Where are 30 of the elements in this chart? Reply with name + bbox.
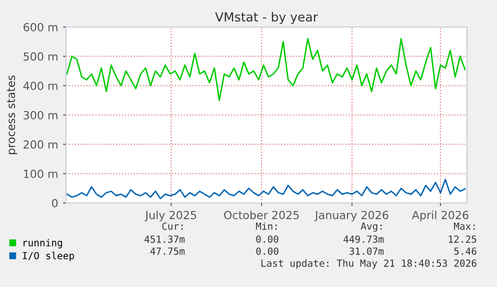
y-tick-label: 100 m (24, 170, 58, 178)
text: 451.37m (144, 235, 185, 243)
chart-title: VMstat - by year (215, 12, 318, 24)
text: Cur: (162, 222, 183, 230)
text: 5.46 (454, 247, 476, 255)
y-axis-title: process states (7, 75, 18, 154)
x-tick-label: July 2025 (144, 210, 196, 222)
y-tick-label: 300 m (24, 110, 58, 120)
text: 47.75m (150, 248, 185, 255)
text: 12.25 (448, 235, 476, 243)
x-tick-label: January 2026 (314, 210, 388, 222)
line-series (66, 178, 466, 200)
text: 449.73m (344, 235, 384, 243)
text: Min: (256, 222, 277, 230)
legend-label: I/O sleep (22, 252, 74, 262)
line-series (66, 38, 466, 102)
y-tick-label: 500 m (24, 52, 58, 61)
text: 31.07m (350, 247, 384, 255)
x-tick-label: April 2026 (412, 210, 468, 222)
text: 0.00 (256, 235, 278, 243)
y-tick-label: 600 m (24, 22, 58, 32)
text: Last update: Thu May 21 18:40:53 2026 (261, 259, 476, 269)
text: Avg: (360, 222, 382, 232)
legend-label: running (24, 238, 62, 248)
text: Max: (454, 222, 475, 230)
y-tick-label: 400 m (23, 82, 58, 90)
y-tick-label: 200 m (24, 140, 58, 149)
y-tick-label: 0 (52, 198, 58, 208)
text: 0.00 (256, 247, 278, 255)
x-tick-label: October 2025 (224, 210, 299, 220)
